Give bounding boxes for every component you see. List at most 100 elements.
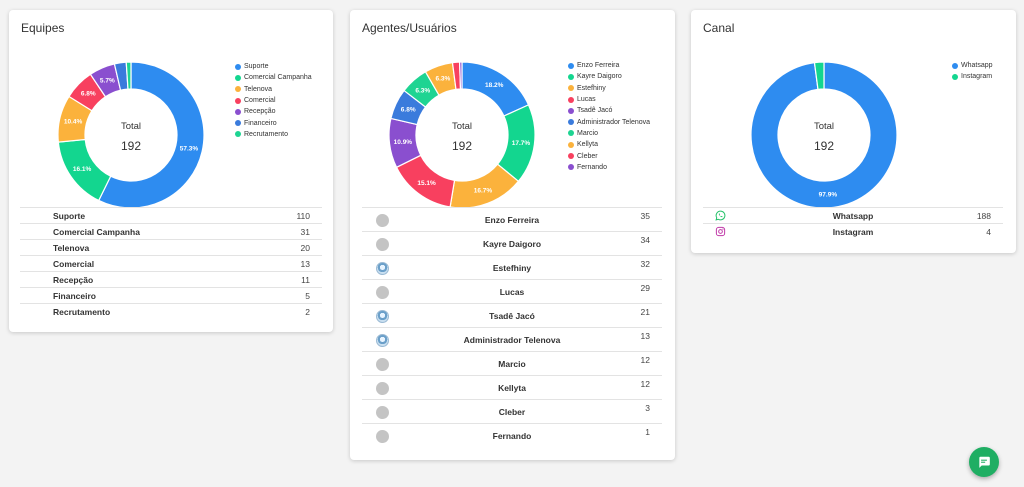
agentes-usuarios-slice-label-administrador-telenova: 6.8% <box>401 107 416 114</box>
legend-item-instagram[interactable]: Instagram <box>952 71 993 82</box>
row-name: Kellyta <box>498 383 526 393</box>
legend-item-administrador-telenova[interactable]: Administrador Telenova <box>568 116 650 127</box>
equipes-slice-suporte[interactable] <box>97 61 205 209</box>
canal-slice-instagram[interactable] <box>813 61 825 91</box>
legend-swatch <box>235 97 241 104</box>
agentes-usuarios-slice-label-estefhiny: 16.7% <box>474 188 493 195</box>
legend-item-kayre-daigoro[interactable]: Kayre Daigoro <box>568 71 650 82</box>
row-value: 21 <box>640 307 650 317</box>
row-value: 32 <box>640 259 650 269</box>
legend-swatch <box>235 74 241 81</box>
legend-item-kellyta[interactable]: Kellyta <box>568 139 650 150</box>
table-row: Enzo Ferreira 35 <box>362 207 662 231</box>
avatar <box>376 310 389 323</box>
legend-swatch <box>235 131 241 138</box>
row-value: 12 <box>640 379 650 389</box>
agentes-usuarios-slice-enzo-ferreira[interactable] <box>461 61 530 117</box>
avatar <box>376 358 389 371</box>
canal-slice-whatsapp[interactable] <box>750 61 898 209</box>
agentes-donut-chart: 18.2% 17.7% 16.7% 15.1% 10.9% 6.8% 6.3% 6.3% Tot… <box>388 61 536 209</box>
legend-label: Cleber <box>577 152 598 160</box>
row-value: 2 <box>305 307 310 317</box>
legend-swatch <box>568 153 574 160</box>
legend-item-telenova[interactable]: Telenova <box>235 84 312 95</box>
legend-item-lucas[interactable]: Lucas <box>568 94 650 105</box>
row-name: Enzo Ferreira <box>484 215 540 225</box>
legend-item-recrutamento[interactable]: Recrutamento <box>235 129 312 140</box>
legend-label: Recepção <box>244 108 276 116</box>
table-row: Instagram 4 <box>703 223 1003 239</box>
row-value: 188 <box>976 211 991 221</box>
equipes-title: Equipes <box>21 21 65 35</box>
row-value: 13 <box>300 259 310 269</box>
row-name: Whatsapp <box>832 211 874 221</box>
row-value: 13 <box>640 331 650 341</box>
canal-card: Canal 97.9% Total 192 Whatsapp Instagram Wh… <box>691 10 1016 253</box>
legend-item-fernando[interactable]: Fernando <box>568 162 650 173</box>
row-name: Estefhiny <box>492 263 532 273</box>
legend-label: Marcio <box>577 129 599 137</box>
table-row: Telenova 20 <box>20 239 322 255</box>
agentes-card: Agentes/Usuários 18.2% 17.7% 16.7% 15.1% 10.… <box>350 10 675 460</box>
legend-label: Tsadê Jacó <box>577 107 613 115</box>
legend-item-recepcao[interactable]: Recepção <box>235 106 312 117</box>
agentes-usuarios-slice-fernando[interactable] <box>458 61 463 90</box>
agentes-usuarios-slice-label-lucas: 15.1% <box>417 180 436 187</box>
table-row: Marcio 12 <box>362 351 662 375</box>
legend-label: Fernando <box>577 163 607 171</box>
legend-label: Kellyta <box>577 141 599 149</box>
equipes-center-value: 192 <box>121 139 141 153</box>
table-row: Recepção 11 <box>20 271 322 287</box>
legend-label: Lucas <box>577 96 596 104</box>
legend-item-cleber[interactable]: Cleber <box>568 150 650 161</box>
agentes-usuarios-slice-label-kellyta: 6.3% <box>435 76 450 83</box>
table-row: Kellyta 12 <box>362 375 662 399</box>
equipes-card: Equipes 57.3% 16.1% 10.4% 6.8% 5.7% Total 192 … <box>9 10 333 332</box>
legend-label: Enzo Ferreira <box>577 62 620 70</box>
avatar <box>376 262 389 275</box>
row-value: 34 <box>640 235 650 245</box>
whatsapp-icon <box>715 210 726 221</box>
table-row: Whatsapp 188 <box>703 207 1003 223</box>
row-value: 110 <box>296 211 310 221</box>
equipes-slice-label-recepcao: 5.7% <box>100 77 115 84</box>
legend-item-marcio[interactable]: Marcio <box>568 128 650 139</box>
legend-item-suporte[interactable]: Suporte <box>235 61 312 72</box>
equipes-slice-label-telenova: 10.4% <box>64 118 83 125</box>
chat-button[interactable] <box>969 447 999 477</box>
row-value: 20 <box>300 243 310 253</box>
equipes-center-label: Total <box>121 121 141 132</box>
legend-swatch <box>568 107 574 114</box>
row-name: Lucas <box>499 287 525 297</box>
legend-swatch <box>568 164 574 171</box>
row-name: Instagram <box>832 227 874 237</box>
table-row: Lucas 29 <box>362 279 662 303</box>
table-row: Suporte 110 <box>20 207 322 223</box>
agentes-usuarios-slice-label-marcio: 6.3% <box>415 87 430 94</box>
legend-label: Kayre Daigoro <box>577 73 622 81</box>
avatar <box>376 238 389 251</box>
table-row: Estefhiny 32 <box>362 255 662 279</box>
legend-label: Recrutamento <box>244 130 288 138</box>
legend-item-tsade-jaco[interactable]: Tsadê Jacó <box>568 105 650 116</box>
legend-item-enzo-ferreira[interactable]: Enzo Ferreira <box>568 60 650 71</box>
legend-item-financeiro[interactable]: Financeiro <box>235 117 312 128</box>
table-row: Cleber 3 <box>362 399 662 423</box>
legend-item-comercial-campanha[interactable]: Comercial Campanha <box>235 72 312 83</box>
avatar <box>376 382 389 395</box>
legend-item-whatsapp[interactable]: Whatsapp <box>952 60 993 71</box>
legend-swatch <box>568 130 574 137</box>
row-value: 5 <box>305 291 310 301</box>
row-name: Marcio <box>498 359 526 369</box>
legend-item-estefhiny[interactable]: Estefhiny <box>568 83 650 94</box>
agentes-usuarios-slice-label-kayre-daigoro: 17.7% <box>512 140 531 147</box>
table-row: Tsadê Jacó 21 <box>362 303 662 327</box>
row-value: 35 <box>640 211 650 221</box>
equipes-slice-recrutamento[interactable] <box>125 61 132 90</box>
instagram-icon <box>715 226 726 237</box>
legend-swatch <box>568 85 574 92</box>
avatar <box>376 286 389 299</box>
legend-label: Estefhiny <box>577 84 606 92</box>
row-name: Financeiro <box>53 291 96 301</box>
legend-item-comercial[interactable]: Comercial <box>235 95 312 106</box>
